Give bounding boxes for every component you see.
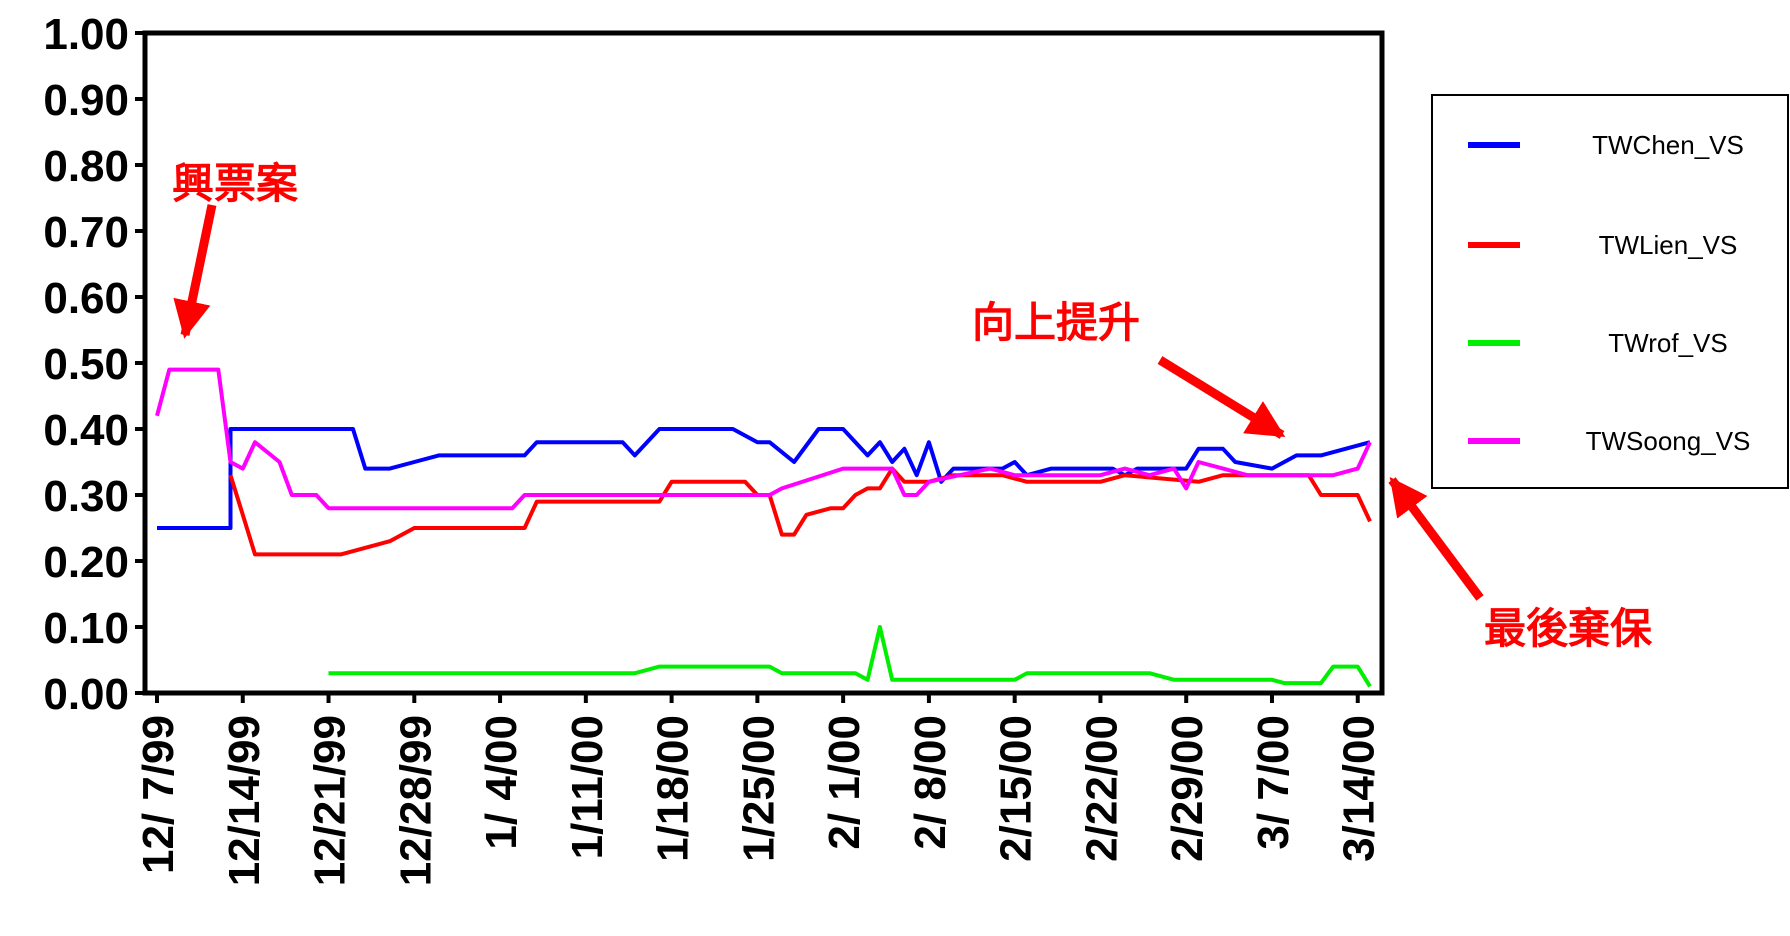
x-tick-label: 1/11/00 [563, 715, 612, 859]
y-tick-label: 0.20 [43, 538, 129, 587]
y-tick-label: 0.40 [43, 406, 129, 455]
annotation-label-2: 向上提升 [972, 298, 1140, 347]
legend-label: TWrof_VS [1608, 328, 1727, 358]
annotation-label-1: 興票案 [172, 159, 299, 208]
x-tick-label: 12/ 7/99 [134, 715, 183, 874]
x-tick-label: 2/ 8/00 [906, 715, 955, 850]
x-tick-label: 3/14/00 [1335, 715, 1384, 862]
series-line-twlien-vs [228, 466, 1372, 557]
x-axis: 12/ 7/99 12/14/99 12/21/99 12/28/99 1/ 4/00 1… [134, 693, 1384, 886]
legend-label: TWChen_VS [1592, 130, 1744, 160]
x-tick-label: 3/ 7/00 [1249, 715, 1298, 850]
legend-label: TWSoong_VS [1586, 426, 1751, 456]
annotation-label-3: 最後棄保 [1484, 604, 1653, 653]
y-tick-label: 0.90 [43, 76, 129, 125]
y-tick-label: 0.50 [43, 340, 129, 389]
x-tick-label: 2/29/00 [1163, 715, 1212, 862]
annotations: 興票案 向上提升 最後棄保 [172, 159, 1653, 653]
x-tick-label: 2/ 1/00 [820, 715, 869, 850]
series-layer [155, 367, 1372, 688]
x-tick-label: 1/25/00 [734, 715, 783, 862]
y-tick-label: 0.60 [43, 274, 129, 323]
y-tick-label: 0.80 [43, 142, 129, 191]
y-axis: 0.00 0.10 0.20 0.30 0.40 0.50 0.60 0.70 0.80 0.90… [43, 10, 145, 719]
x-tick-label: 12/28/99 [391, 715, 440, 886]
y-tick-label: 1.00 [43, 10, 129, 59]
x-tick-label: 12/14/99 [220, 715, 269, 886]
annotation-arrow-3 [1388, 476, 1484, 601]
legend-box [1431, 94, 1789, 489]
y-tick-label: 0.00 [43, 670, 129, 719]
x-tick-label: 1/18/00 [649, 715, 698, 862]
annotation-arrow-1 [173, 204, 217, 339]
series-line-twrof-vs [328, 625, 1372, 688]
annotation-arrow-2 [1157, 356, 1286, 439]
x-tick-label: 2/22/00 [1077, 715, 1126, 862]
series-line-twchen-vs [157, 427, 1371, 530]
x-tick-label: 12/21/99 [306, 715, 355, 886]
legend-label: TWLien_VS [1599, 230, 1738, 260]
legend: TWChen_VS TWLien_VS TWrof_VS TWSoong_VS [1431, 94, 1789, 489]
series-line-twsoong-vs [155, 367, 1372, 511]
x-tick-label: 1/ 4/00 [477, 715, 526, 850]
y-tick-label: 0.70 [43, 208, 129, 257]
y-tick-label: 0.10 [43, 604, 129, 653]
x-tick-label: 2/15/00 [992, 715, 1041, 862]
y-tick-label: 0.30 [43, 472, 129, 521]
plot-area [142, 30, 1385, 696]
